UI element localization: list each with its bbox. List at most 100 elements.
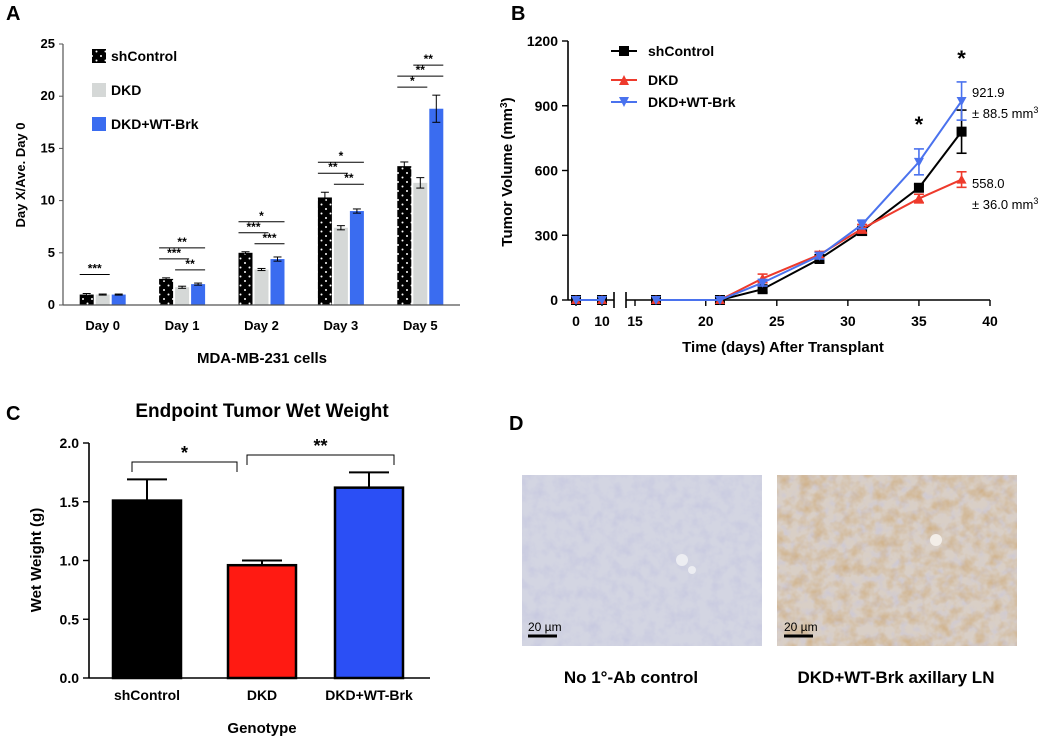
chart-a-sig-label: *** — [167, 246, 181, 260]
chart-b-ytick-label: 900 — [535, 98, 559, 114]
chart-a-sig-label: ** — [424, 52, 434, 66]
scale-label-left: 20 µm — [528, 620, 562, 634]
chart-b-point — [757, 278, 768, 288]
chart-c-xlabel: Genotype — [227, 720, 296, 737]
chart-a-bar — [397, 166, 412, 305]
chart-a-bar — [270, 259, 285, 305]
micrograph-axillary-vessel — [930, 534, 942, 546]
micrograph-axillary: 20 µm — [777, 475, 1017, 646]
chart-b-point — [651, 296, 661, 305]
legend-swatch-shcontrol — [92, 49, 106, 63]
chart-a-ytick-label: 25 — [41, 36, 55, 51]
chart-b-xtick-label: 35 — [911, 313, 927, 329]
chart-b-point — [956, 97, 967, 107]
chart-a-sig-label: ** — [328, 160, 338, 174]
chart-b-point — [757, 284, 768, 295]
chart-a-xtick-label: Day 3 — [324, 318, 359, 333]
annotation-dkd-value: 558.0 — [972, 176, 1005, 191]
panel-letter-b: B — [511, 3, 525, 25]
chart-b-ylabel-main: Tumor Volume (mm — [499, 108, 516, 247]
chart-a-ytick-label: 10 — [41, 193, 55, 208]
legend-swatch-dkd — [92, 83, 106, 97]
legend-swatch-wt — [92, 117, 106, 131]
chart-a-bar — [79, 294, 94, 305]
chart-a-sig-label: ** — [177, 235, 187, 249]
chart-a-bar — [95, 294, 110, 305]
chart-a-ytick-label: 0 — [48, 297, 55, 312]
annotation-dkd-err-text: ± 36.0 mm — [972, 197, 1033, 212]
annotation-wt-err: ± 88.5 mm3 — [972, 105, 1038, 121]
chart-c-sig-label: ** — [313, 436, 327, 456]
chart-a-sig-label: ** — [185, 257, 195, 271]
chart-a-bar — [238, 252, 253, 305]
chart-b-ylabel-sup: 3 — [499, 102, 510, 108]
chart-a-bar — [317, 197, 332, 305]
chart-b-xlabel: Time (days) After Transplant — [682, 339, 884, 356]
chart-a-bar — [429, 108, 444, 305]
chart-a-ylabel: Day X/Ave. Day 0 — [13, 122, 28, 227]
chart-c-ylabel: Wet Weight (g) — [28, 508, 45, 612]
chart-a-bar — [413, 182, 428, 305]
chart-a-bar — [254, 269, 269, 305]
legend-b-label-shcontrol: shControl — [648, 43, 714, 59]
chart-c-title: Endpoint Tumor Wet Weight — [135, 401, 389, 422]
annotation-wt-value: 921.9 — [972, 85, 1005, 100]
chart-a-bar — [333, 227, 348, 305]
chart-a-bar — [175, 287, 190, 305]
chart-a-sig-label: *** — [88, 262, 102, 276]
chart-a-bar — [111, 294, 126, 305]
legend-marker-wt — [619, 97, 629, 107]
micrograph-control-vessel — [676, 554, 688, 566]
legend-label-shcontrol: shControl — [111, 48, 177, 64]
chart-b-xtick-label: 10 — [594, 313, 610, 329]
legend-b-label-wt: DKD+WT-Brk — [648, 94, 736, 110]
annotation-dkd-err: ± 36.0 mm3 — [972, 196, 1038, 212]
chart-c-ytick-label: 1.5 — [60, 494, 80, 510]
chart-b-legend: shControl DKD DKD+WT-Brk — [611, 43, 736, 110]
chart-b-ytick-label: 0 — [550, 292, 558, 308]
chart-a-legend: shControl DKD DKD+WT-Brk — [92, 48, 199, 132]
chart-a-xtick-label: Day 2 — [244, 318, 279, 333]
chart-c-ytick-label: 2.0 — [60, 435, 80, 451]
chart-a-sig-label: *** — [262, 231, 276, 245]
chart-b-xtick-label: 25 — [769, 313, 785, 329]
chart-c-xtick-label: DKD+WT-Brk — [325, 687, 413, 703]
chart-b-series-line — [656, 131, 963, 301]
legend-label-dkd: DKD — [111, 82, 141, 98]
legend-marker-shcontrol — [619, 46, 629, 56]
chart-b-ylabel: Tumor Volume (mm3) — [499, 97, 517, 246]
chart-b-xtick-label: 20 — [698, 313, 714, 329]
scale-label-right: 20 µm — [784, 620, 818, 634]
chart-a-xtick-label: Day 1 — [165, 318, 200, 333]
annotation-wt-err-sup: 3 — [1033, 105, 1038, 115]
micrograph-control: 20 µm — [522, 475, 762, 646]
chart-c: Endpoint Tumor Wet Weight * ** 0.00.51.01… — [28, 401, 430, 737]
chart-a-sig-label: ** — [344, 171, 354, 185]
chart-a-xtick-label: Day 0 — [85, 318, 120, 333]
chart-a-sig-label: *** — [246, 220, 260, 234]
chart-b-point — [571, 296, 581, 305]
chart-b-ytick-label: 300 — [535, 227, 559, 243]
panel-letter-c: C — [6, 403, 20, 425]
chart-b: 0 300 600 900 1200 0 10 15 20 25 30 35 40 * * Tumor … — [499, 33, 1039, 356]
chart-a-bar — [349, 211, 364, 305]
chart-b-point — [597, 296, 607, 305]
chart-c-sig-label: * — [181, 443, 188, 463]
chart-c-bar — [333, 486, 405, 680]
chart-b-point — [814, 251, 825, 261]
chart-a-ytick-label: 15 — [41, 140, 55, 155]
chart-b-point — [956, 126, 967, 137]
chart-c-bar — [111, 499, 183, 680]
caption-left: No 1°-Ab control — [564, 668, 698, 687]
chart-c-sig-bracket — [246, 454, 395, 465]
panel-d-images: 20 µm 20 µm No 1°-Ab control DKD+WT-Brk … — [522, 475, 1017, 687]
chart-b-point — [913, 182, 924, 193]
chart-b-ytick-label: 1200 — [527, 33, 558, 49]
chart-c-sig-bracket — [131, 461, 238, 472]
chart-a-sig-label: * — [259, 209, 264, 223]
chart-c-ytick-label: 0.5 — [60, 611, 80, 627]
annotation-dkd-err-sup: 3 — [1033, 196, 1038, 206]
chart-b-point — [714, 296, 725, 305]
